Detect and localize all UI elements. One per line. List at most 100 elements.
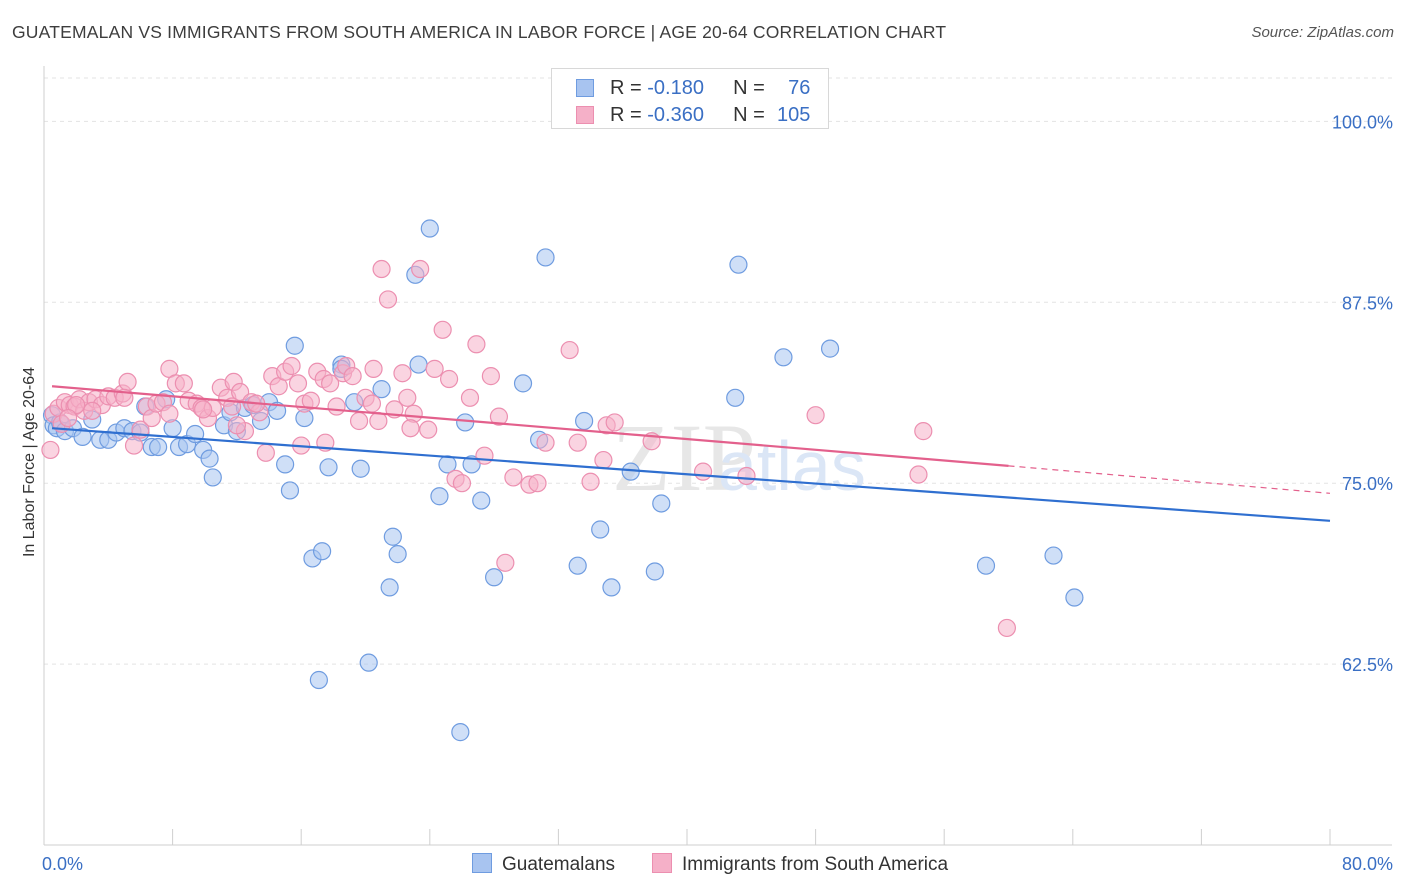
point-guatemalans <box>976 556 996 575</box>
point-immigrants <box>327 397 346 416</box>
point-immigrants <box>568 433 587 452</box>
point-immigrants <box>41 440 60 460</box>
point-guatemalans <box>312 542 332 561</box>
point-guatemalans <box>1065 588 1084 607</box>
point-guatemalans <box>729 255 748 274</box>
point-guatemalans <box>267 401 287 420</box>
series-legend-swatch-immigrants <box>652 853 672 873</box>
point-guatemalans <box>774 348 793 367</box>
point-guatemalans <box>485 568 504 587</box>
trend-line-guatemalans <box>51 427 1331 522</box>
watermark: ZIP atlas <box>612 404 866 511</box>
series-legend-swatch-guatemalans <box>472 853 492 873</box>
point-immigrants <box>393 364 412 383</box>
point-guatemalans <box>820 339 840 358</box>
point-guatemalans <box>372 380 391 399</box>
watermark-atlas: atlas <box>718 427 866 505</box>
point-immigrants <box>83 401 102 420</box>
legend-r-label: R = <box>610 104 648 126</box>
point-guatemalans <box>513 374 533 393</box>
point-guatemalans <box>388 545 407 564</box>
stats-legend: R = -0.180 N = 76 R = -0.360 N = 105 <box>551 68 829 129</box>
legend-r-label: R = <box>610 77 648 99</box>
point-immigrants <box>372 259 391 279</box>
series-legend-label: Guatemalans <box>502 854 616 875</box>
point-guatemalans <box>472 491 491 510</box>
legend-n-label: N = <box>733 104 771 126</box>
point-immigrants <box>605 413 624 432</box>
point-guatemalans <box>451 723 470 742</box>
y-axis-label: In Labor Force | Age 20-64 <box>21 366 38 558</box>
point-immigrants <box>425 359 444 378</box>
point-immigrants <box>411 259 430 279</box>
point-immigrants <box>343 367 362 386</box>
point-guatemalans <box>430 487 449 506</box>
point-guatemalans <box>456 413 475 432</box>
point-immigrants <box>560 340 579 360</box>
point-immigrants <box>475 446 494 465</box>
point-immigrants <box>227 416 246 435</box>
point-immigrants <box>594 450 613 470</box>
legend-r-value: -0.360 <box>647 104 704 126</box>
point-immigrants <box>349 411 369 431</box>
y-tick-label: 100.0% <box>1332 112 1393 132</box>
point-immigrants <box>997 618 1016 638</box>
y-tick-label: 62.5% <box>1342 655 1393 675</box>
point-immigrants <box>581 472 600 491</box>
trend-line-extension-immigrants <box>1008 465 1331 494</box>
point-guatemalans <box>309 670 328 690</box>
point-immigrants <box>194 400 213 419</box>
point-immigrants <box>433 320 452 339</box>
series-legend-item-guatemalans: Guatemalans <box>472 853 615 876</box>
point-guatemalans <box>319 458 338 477</box>
point-guatemalans <box>380 578 399 597</box>
point-guatemalans <box>280 481 300 500</box>
point-guatemalans <box>359 653 378 672</box>
series-legend: Guatemalans Immigrants from South Americ… <box>0 853 1406 877</box>
point-immigrants <box>536 433 555 452</box>
point-immigrants <box>174 374 193 393</box>
point-guatemalans <box>726 388 745 407</box>
point-guatemalans <box>536 248 555 267</box>
point-guatemalans <box>149 437 168 457</box>
point-guatemalans <box>203 468 222 487</box>
point-guatemalans <box>568 556 587 575</box>
legend-row-immigrants: R = -0.360 N = 105 <box>552 100 828 128</box>
point-guatemalans <box>652 494 671 513</box>
legend-row-guatemalans: R = -0.180 N = 76 <box>552 73 828 101</box>
y-tick-label: 87.5% <box>1342 293 1393 313</box>
watermark-zip: ZIP <box>612 404 756 511</box>
y-tick-label: 75.0% <box>1342 474 1393 494</box>
point-immigrants <box>124 436 144 455</box>
point-immigrants <box>909 465 928 484</box>
point-immigrants <box>288 374 308 393</box>
point-immigrants <box>452 474 472 493</box>
point-guatemalans <box>285 336 304 355</box>
point-immigrants <box>693 462 713 481</box>
point-immigrants <box>481 367 500 386</box>
point-immigrants <box>737 466 756 486</box>
x-tick-label: 80.0% <box>1342 854 1393 874</box>
legend-swatch-guatemalans <box>576 79 594 97</box>
legend-n-value: 76 <box>788 77 811 99</box>
point-guatemalans <box>645 562 664 581</box>
point-guatemalans <box>602 578 621 597</box>
series-legend-label: Immigrants from South America <box>682 854 949 875</box>
point-immigrants <box>321 374 340 393</box>
chart-title: GUATEMALAN VS IMMIGRANTS FROM SOUTH AMER… <box>12 22 947 42</box>
x-tick-label: 0.0% <box>42 854 83 874</box>
point-guatemalans <box>462 455 481 474</box>
point-immigrants <box>59 408 78 428</box>
legend-swatch-immigrants <box>576 106 594 124</box>
legend-n-value: 105 <box>776 104 811 126</box>
point-immigrants <box>504 468 523 487</box>
point-guatemalans <box>351 459 370 478</box>
point-immigrants <box>362 394 382 413</box>
point-immigrants <box>282 356 301 376</box>
legend-r-value: -0.180 <box>647 77 704 99</box>
point-guatemalans <box>73 427 92 446</box>
point-guatemalans <box>575 411 594 431</box>
point-immigrants <box>364 359 383 378</box>
point-immigrants <box>118 372 137 392</box>
